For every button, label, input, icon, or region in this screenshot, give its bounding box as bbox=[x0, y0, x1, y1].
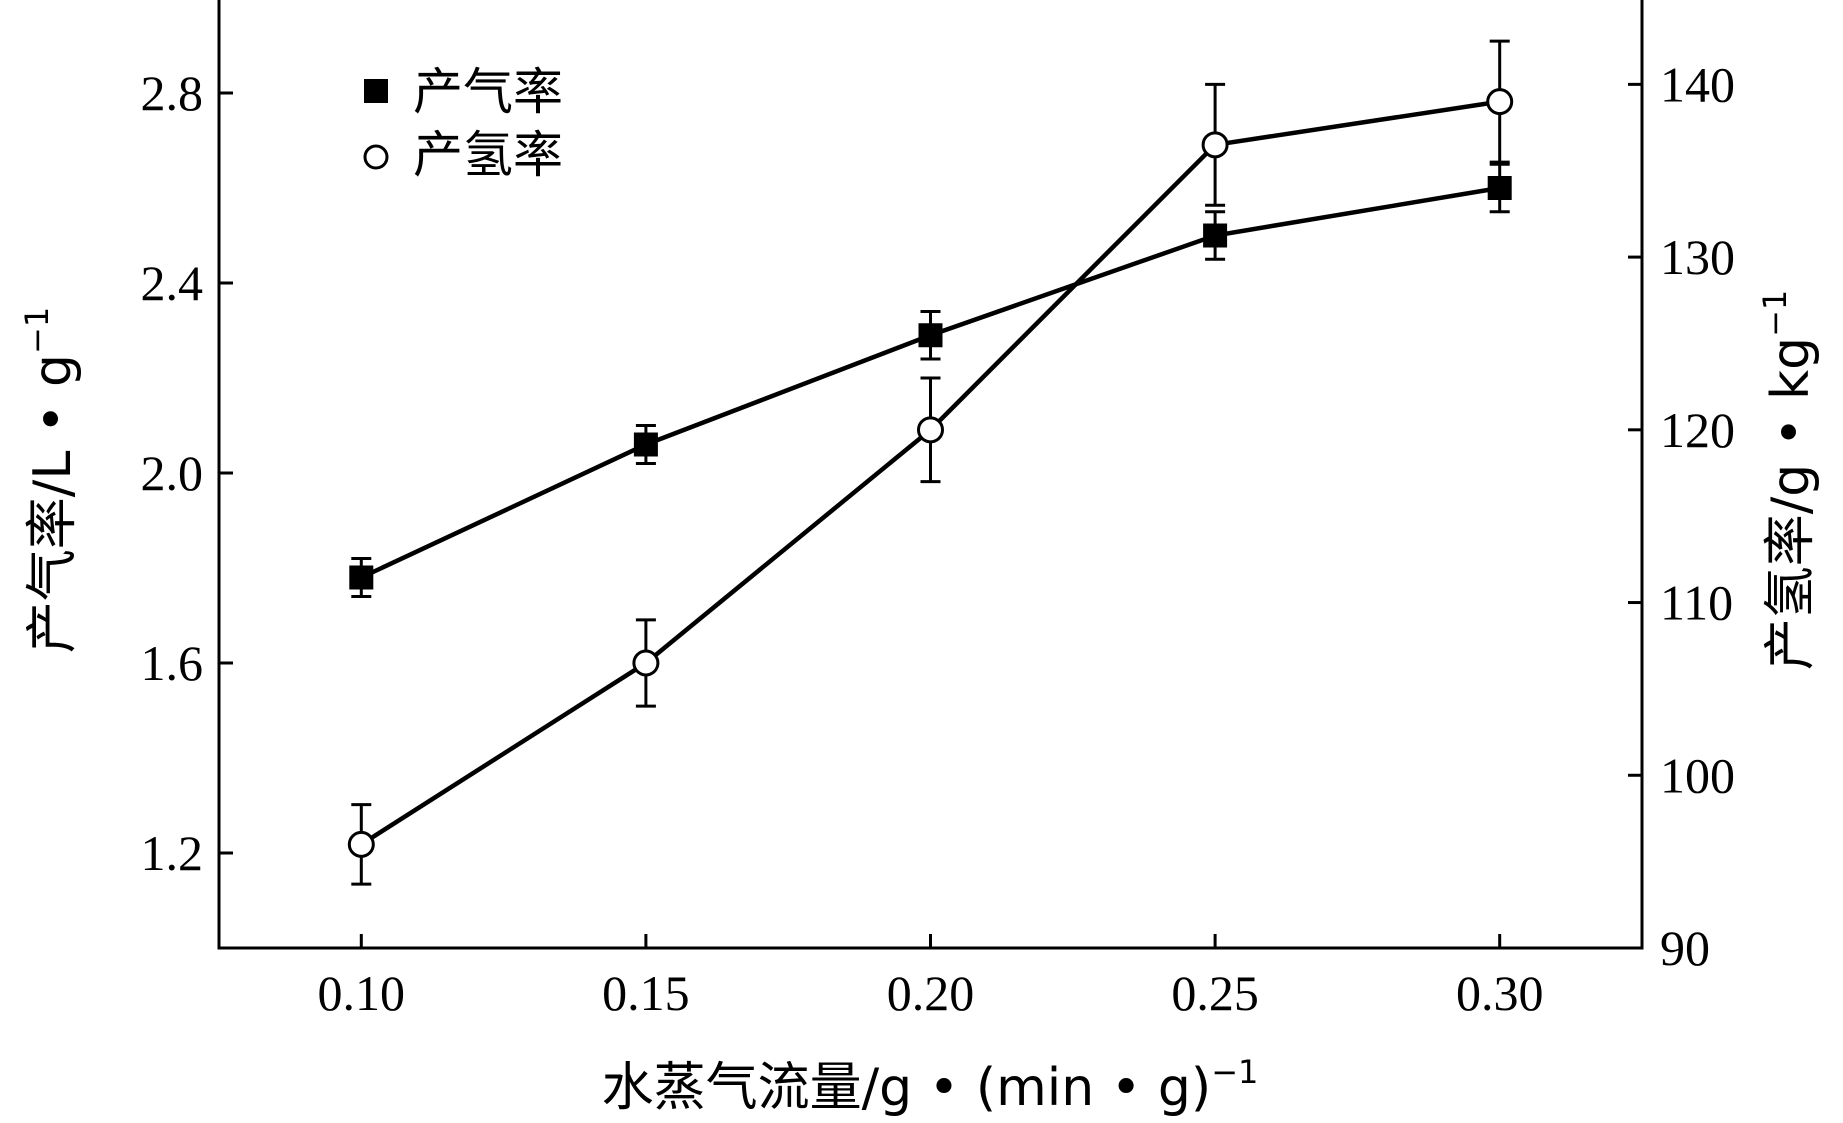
left-y-tick-label: 1.2 bbox=[141, 825, 204, 881]
x-tick-label: 0.15 bbox=[602, 965, 690, 1021]
legend-label-gas-yield: 产气率 bbox=[413, 63, 563, 121]
right-y-tick-label: 90 bbox=[1660, 920, 1710, 976]
left-y-axis-title: 产气率/L • g−1 bbox=[18, 307, 83, 653]
left-y-tick-label: 2.0 bbox=[141, 445, 204, 501]
series-layer bbox=[347, 39, 1514, 886]
x-tick-label: 0.20 bbox=[887, 965, 975, 1021]
left-y-axis: 1.2 1.6 2.0 2.4 2.8 bbox=[141, 65, 233, 881]
right-y-tick-label: 130 bbox=[1660, 229, 1735, 285]
legend-marker-hydrogen-yield bbox=[363, 144, 389, 170]
right-y-tick-label: 110 bbox=[1660, 575, 1733, 631]
x-tick-label: 0.25 bbox=[1171, 965, 1259, 1021]
left-y-tick-label: 2.8 bbox=[141, 65, 204, 121]
right-y-tick-label: 120 bbox=[1660, 402, 1735, 458]
legend-label-hydrogen-yield: 产氢率 bbox=[413, 126, 563, 184]
x-axis-title: 水蒸气流量/g • (min • g)−1 bbox=[602, 1053, 1259, 1118]
right-y-axis-title: 产氢率/g • kg−1 bbox=[1756, 290, 1821, 671]
data-point-hydrogen-yield bbox=[632, 649, 660, 677]
x-tick-label: 0.10 bbox=[318, 965, 406, 1021]
legend: 产气率 产氢率 bbox=[363, 63, 563, 184]
data-point-gas-yield bbox=[1203, 223, 1228, 248]
data-point-gas-yield bbox=[633, 432, 658, 457]
x-axis: 0.10 0.15 0.20 0.25 0.30 bbox=[318, 934, 1544, 1021]
data-point-hydrogen-yield bbox=[917, 416, 944, 444]
data-point-gas-yield bbox=[1487, 176, 1512, 200]
data-point-hydrogen-yield bbox=[1201, 131, 1229, 159]
data-point-gas-yield bbox=[918, 323, 943, 348]
data-point-hydrogen-yield bbox=[1486, 88, 1514, 116]
x-tick-label: 0.30 bbox=[1456, 965, 1544, 1021]
right-y-axis: 90 100 110 120 130 140 bbox=[1628, 56, 1735, 976]
left-y-tick-label: 2.4 bbox=[141, 255, 204, 311]
right-y-tick-label: 140 bbox=[1660, 56, 1735, 112]
right-y-tick-label: 100 bbox=[1660, 747, 1735, 803]
data-point-hydrogen-yield bbox=[347, 830, 375, 858]
left-y-tick-label: 1.6 bbox=[141, 635, 204, 691]
legend-marker-gas-yield bbox=[364, 79, 388, 103]
data-point-gas-yield bbox=[349, 565, 374, 590]
